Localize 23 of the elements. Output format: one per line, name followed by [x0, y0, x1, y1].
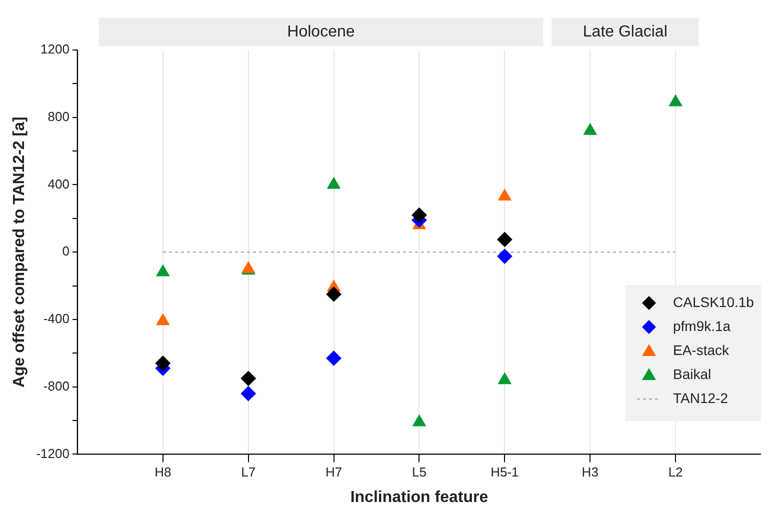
legend-label: CALSK10.1b: [673, 294, 754, 310]
y-tick-label: -1200: [36, 446, 70, 461]
y-tick-label: -400: [43, 311, 70, 326]
text: Holocene: [287, 23, 355, 40]
x-tick-label: L7: [241, 464, 256, 480]
legend-label: Baikal: [673, 366, 712, 382]
text: Late Glacial: [582, 23, 668, 40]
x-axis-title: Inclination feature: [350, 488, 488, 506]
legend-label: TAN12-2: [673, 390, 728, 406]
y-tick-label: 400: [48, 176, 70, 192]
y-tick-label: 0: [62, 244, 70, 259]
y-tick-label: -800: [43, 378, 70, 394]
y-tick-label: 1200: [40, 42, 70, 57]
legend-label: pfm9k.1a: [673, 318, 731, 334]
x-tick-label: H7: [325, 464, 342, 480]
x-tick-label: H8: [154, 464, 172, 480]
y-tick-label: 800: [48, 108, 70, 124]
y-axis-title: Age offset compared to TAN12-2 [a]: [11, 116, 28, 388]
legend-label: EA-stack: [673, 342, 730, 358]
x-tick-label: L2: [668, 464, 683, 480]
x-tick-label: H3: [582, 464, 598, 480]
x-tick-label: H5-1: [490, 464, 519, 480]
x-tick-label: L5: [412, 464, 426, 480]
